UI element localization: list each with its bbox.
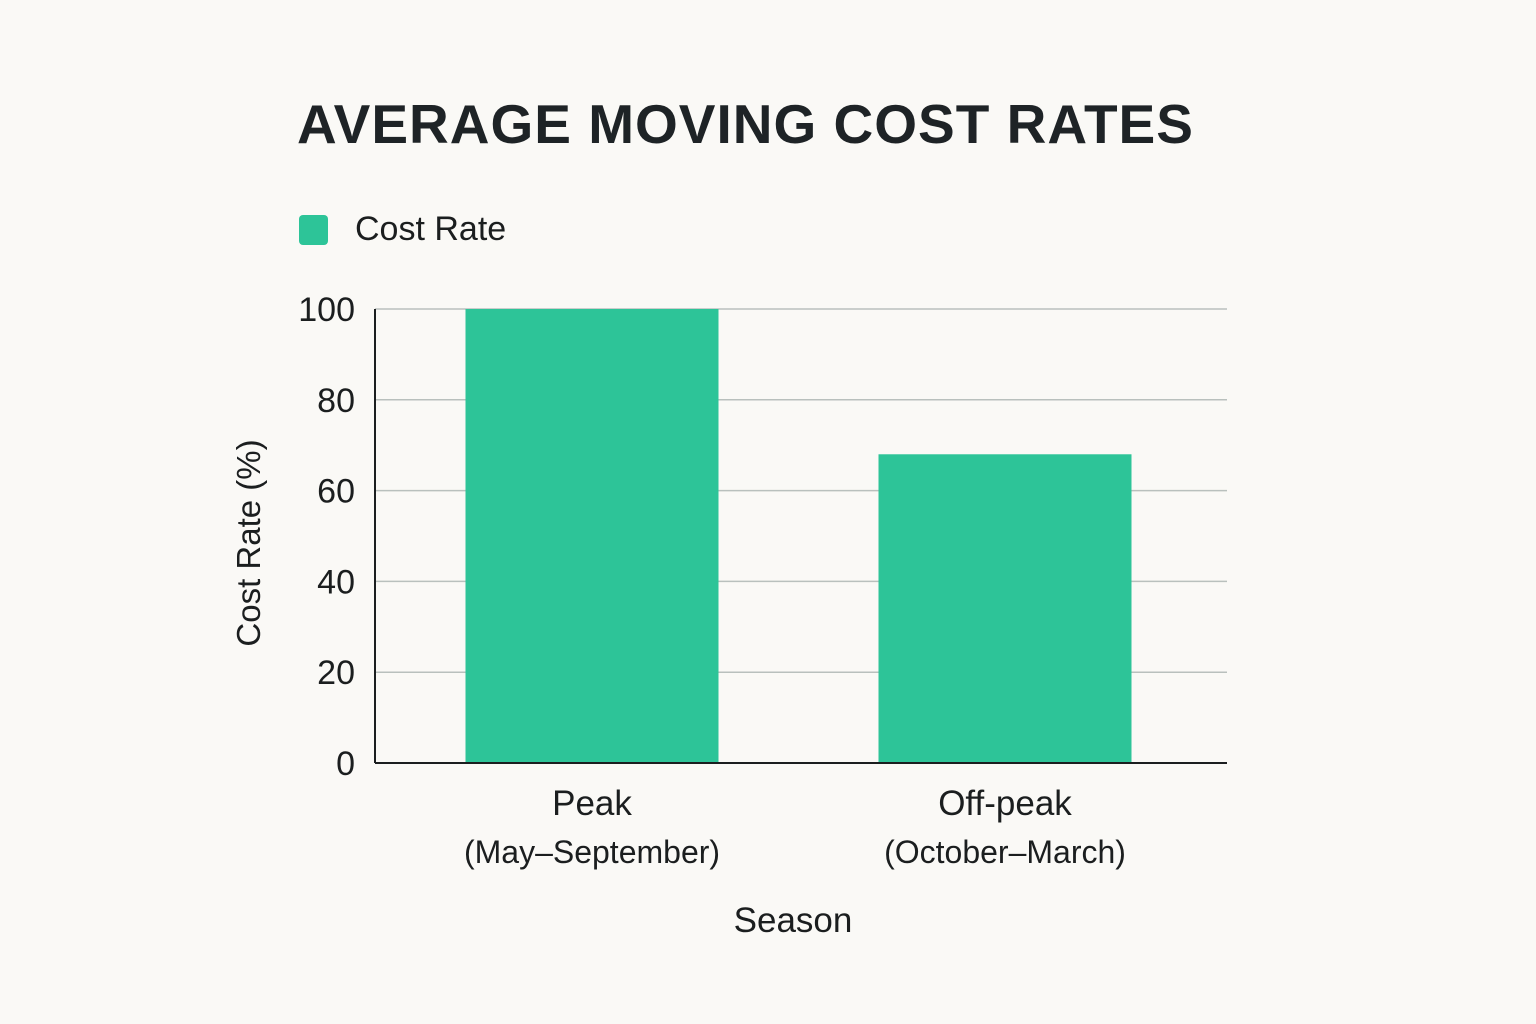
- legend-label-cost-rate: Cost Rate: [355, 210, 507, 248]
- chart-title: AVERAGE MOVING COST RATES: [297, 93, 1194, 155]
- y-tick-label-80: 80: [317, 382, 355, 420]
- y-tick-label-0: 0: [336, 745, 355, 783]
- legend: Cost Rate: [299, 210, 506, 249]
- x-tick-label-peak: Peak: [552, 784, 632, 823]
- y-tick-label-40: 40: [317, 563, 355, 601]
- x-tick-sublabel-off-peak: (October–March): [884, 834, 1126, 870]
- x-tick-label-off-peak: Off-peak: [938, 784, 1072, 823]
- y-tick-label-100: 100: [298, 291, 355, 329]
- bar-off-peak: [878, 454, 1132, 763]
- y-axis-label: Cost Rate (%): [230, 439, 267, 646]
- legend-swatch-cost-rate: [299, 214, 328, 245]
- x-tick-sublabel-peak: (May–September): [464, 834, 720, 870]
- bar-peak: [465, 309, 719, 763]
- x-axis-label: Season: [734, 901, 853, 940]
- bars: [465, 309, 1132, 763]
- x-axis-ticks: Peak (May–September) Off-peak (October–Marc…: [464, 784, 1126, 870]
- y-tick-label-60: 60: [317, 473, 355, 511]
- y-axis-ticks: 0 20 40 60 80 100: [298, 291, 355, 783]
- y-tick-label-20: 20: [317, 654, 355, 692]
